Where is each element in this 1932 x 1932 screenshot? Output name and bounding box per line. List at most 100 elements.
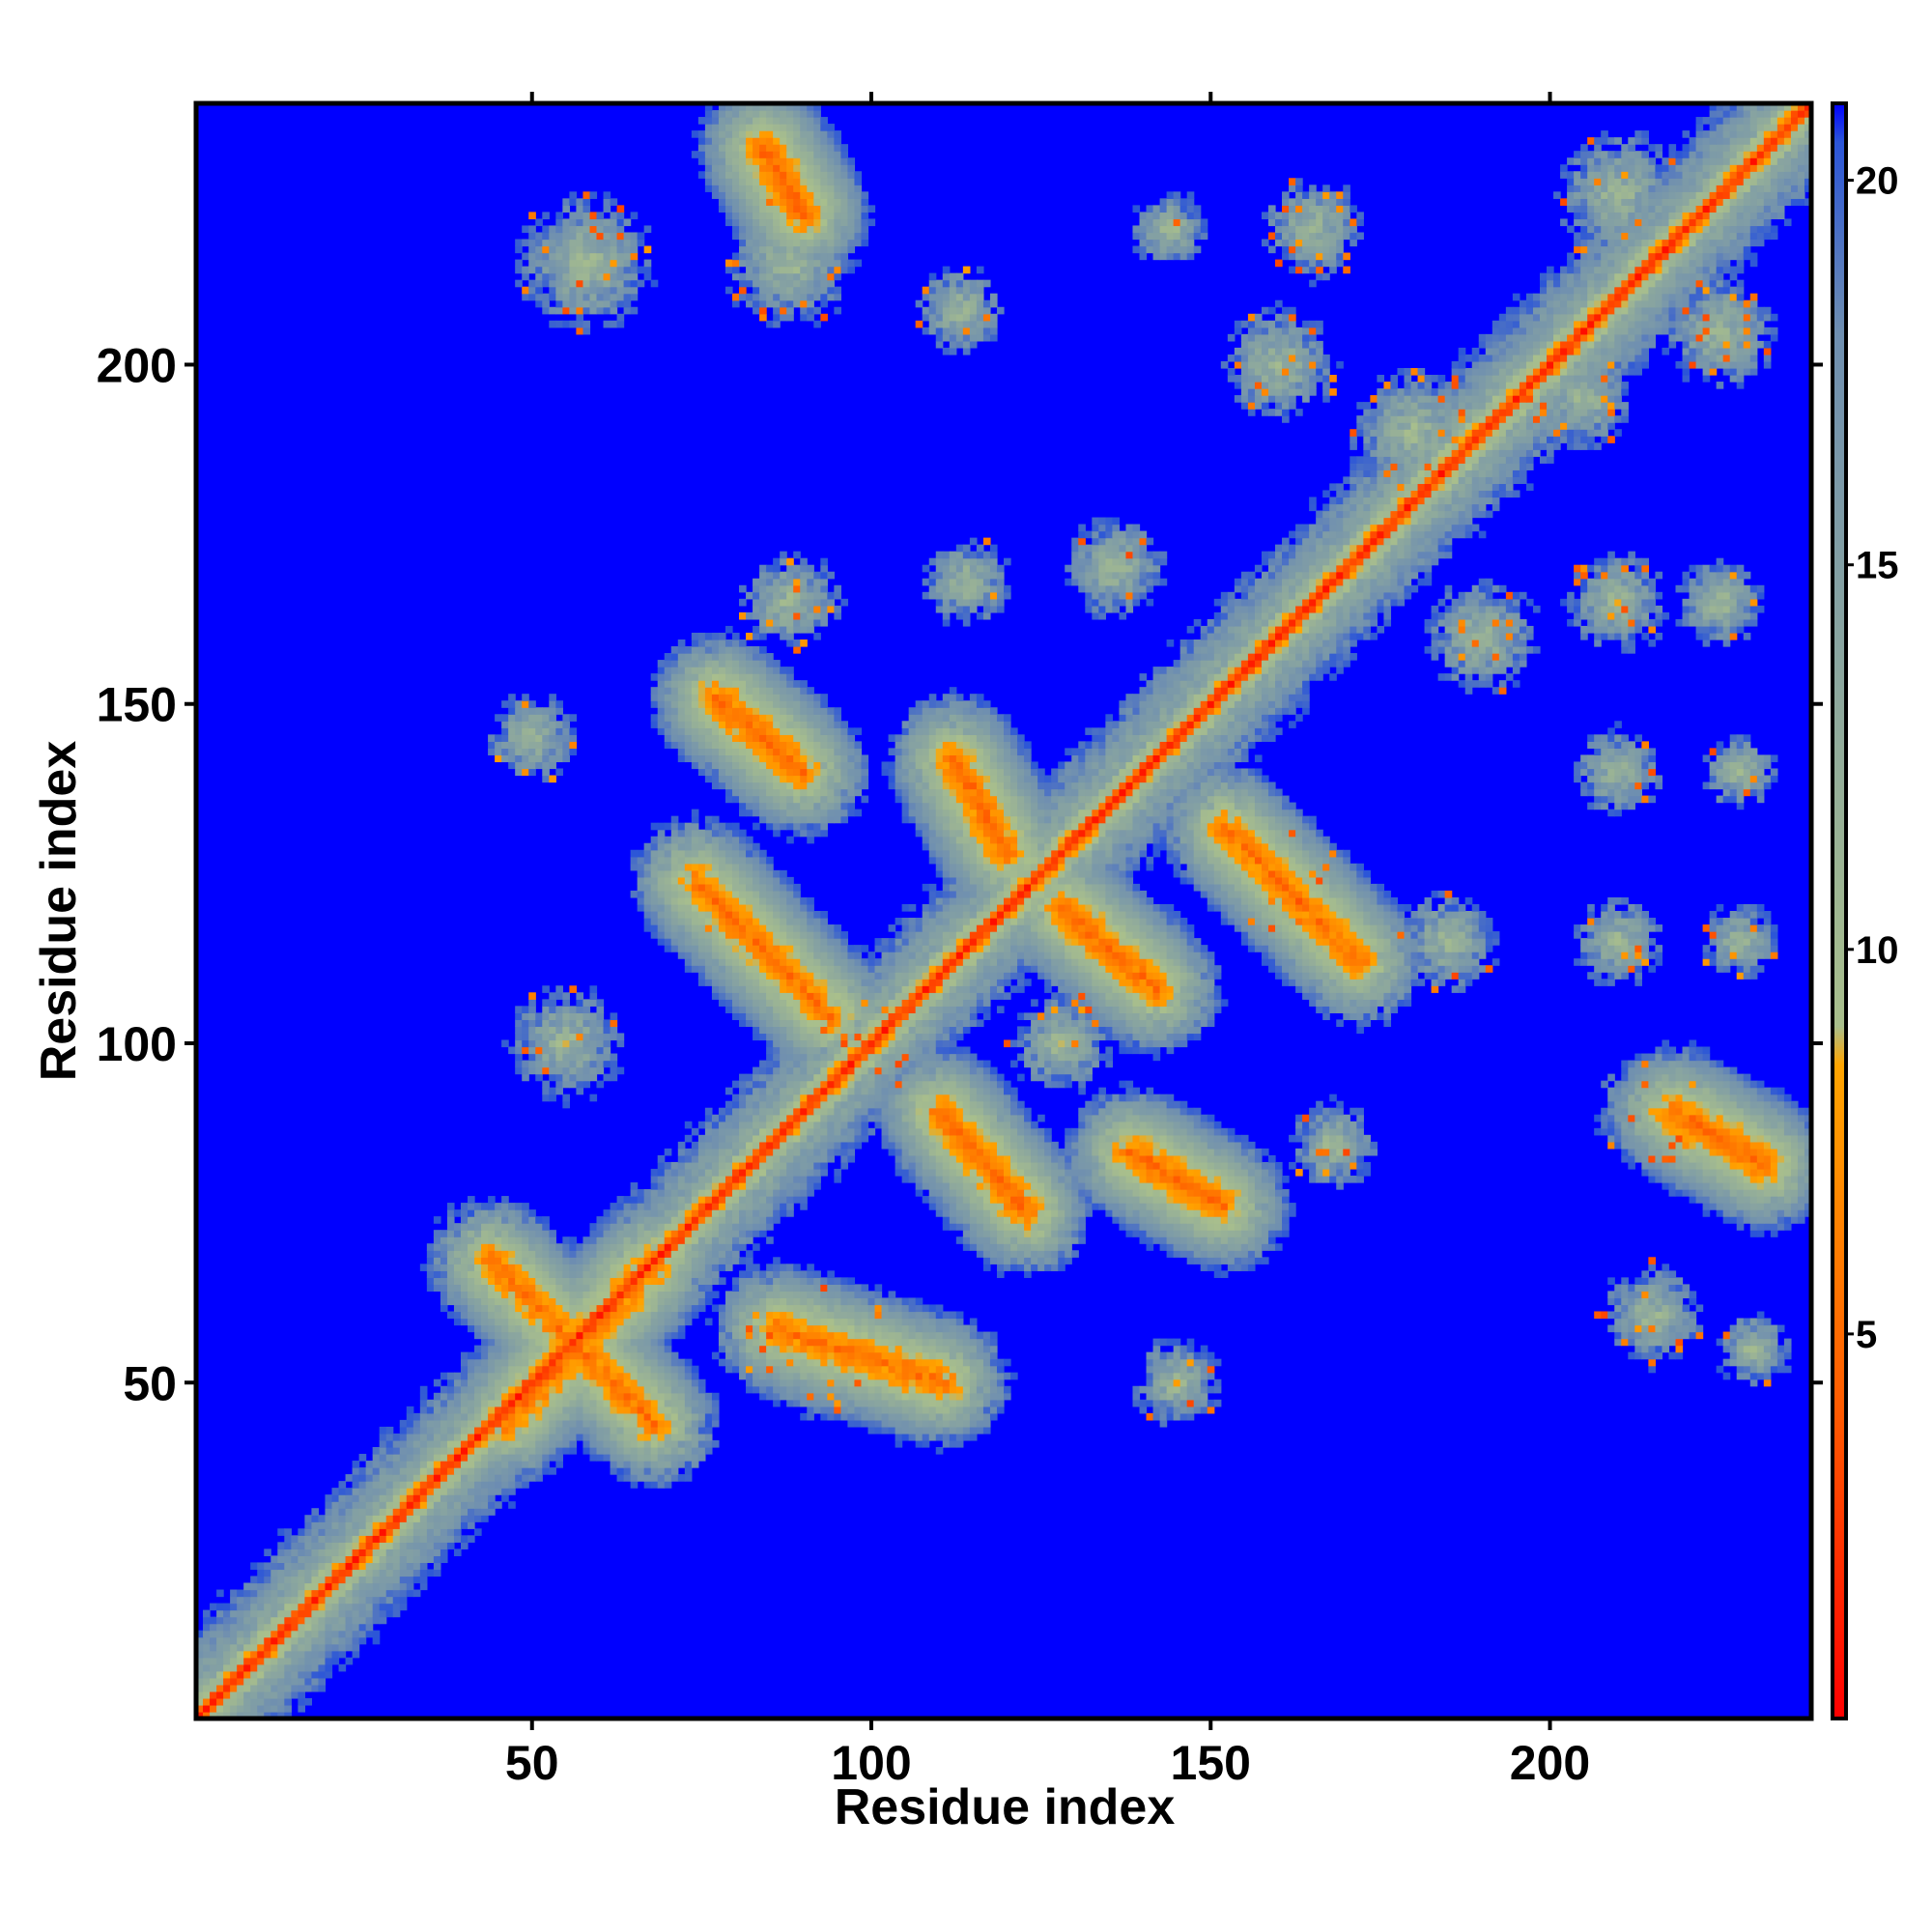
- heatmap-cell: [1179, 1358, 1188, 1367]
- heatmap-cell: [800, 1318, 808, 1326]
- heatmap-cell: [1756, 1209, 1765, 1217]
- heatmap-cell: [392, 1555, 401, 1564]
- heatmap-cell: [1017, 1148, 1025, 1156]
- heatmap-cell: [854, 1358, 863, 1367]
- heatmap-cell: [623, 1439, 632, 1448]
- heatmap-cell: [854, 1385, 863, 1394]
- heatmap-cell: [501, 1467, 509, 1475]
- heatmap-cell: [786, 1154, 794, 1163]
- heatmap-cell: [365, 1515, 374, 1522]
- heatmap-cell: [996, 1203, 1005, 1210]
- heatmap-cell: [711, 1161, 720, 1170]
- heatmap-cell: [610, 1277, 618, 1285]
- heatmap-cell: [982, 1372, 991, 1380]
- heatmap-cell: [311, 1630, 320, 1638]
- heatmap-cell: [270, 1582, 278, 1591]
- heatmap-cell: [474, 1365, 482, 1374]
- heatmap-cell: [643, 1454, 652, 1462]
- heatmap-cell: [834, 1277, 841, 1285]
- heatmap-cell: [358, 1535, 367, 1543]
- heatmap-cell: [901, 1419, 910, 1428]
- heatmap-cell: [657, 1474, 666, 1482]
- heatmap-cell: [1200, 1189, 1208, 1197]
- heatmap-cell: [318, 1548, 327, 1556]
- heatmap-cell: [1037, 1257, 1045, 1264]
- heatmap-cell: [426, 1461, 435, 1468]
- heatmap-cell: [508, 1345, 516, 1353]
- heatmap-cell: [1152, 1203, 1161, 1210]
- heatmap-cell: [542, 1433, 550, 1441]
- heatmap-cell: [684, 1406, 693, 1414]
- heatmap-cell: [610, 1338, 618, 1347]
- heatmap-cell: [1641, 1324, 1649, 1333]
- heatmap-cell: [1159, 1351, 1168, 1360]
- heatmap-cell: [861, 1419, 869, 1428]
- heatmap-cell: [623, 1291, 632, 1299]
- heatmap-cell: [813, 1297, 821, 1306]
- heatmap-cell: [250, 1589, 258, 1598]
- heatmap-cell: [1207, 1358, 1215, 1367]
- heatmap-cell: [406, 1589, 414, 1598]
- heatmap-cell: [1200, 1161, 1208, 1170]
- heatmap-cell: [1152, 1358, 1161, 1367]
- heatmap-cell: [515, 1474, 523, 1482]
- heatmap-cell: [704, 1318, 713, 1326]
- heatmap-cell: [562, 1372, 570, 1380]
- heatmap-cell: [352, 1576, 360, 1584]
- heatmap-cell: [610, 1446, 618, 1455]
- heatmap-cell: [345, 1616, 354, 1625]
- heatmap-cell: [508, 1277, 516, 1285]
- heatmap-cell: [549, 1264, 556, 1271]
- heatmap-cell: [508, 1365, 516, 1374]
- heatmap-cell: [230, 1657, 238, 1665]
- heatmap-cell: [1240, 1250, 1249, 1258]
- heatmap-cell: [1668, 1182, 1677, 1190]
- heatmap-cell: [989, 1372, 998, 1380]
- heatmap-cell: [1058, 1216, 1065, 1224]
- heatmap-cell: [677, 1426, 686, 1435]
- heatmap-cell: [630, 1454, 639, 1462]
- heatmap-cell: [1675, 1154, 1684, 1163]
- heatmap-cell: [861, 1331, 869, 1340]
- heatmap-cell: [949, 1426, 957, 1435]
- heatmap-cell: [969, 1216, 978, 1224]
- heatmap-cell: [753, 1182, 760, 1190]
- heatmap-cell: [759, 1196, 767, 1204]
- heatmap-cell: [739, 1209, 747, 1217]
- heatmap-cell: [298, 1616, 306, 1625]
- heatmap-cell: [555, 1277, 563, 1285]
- heatmap-cell: [196, 1630, 204, 1638]
- heatmap-cell: [216, 1636, 224, 1645]
- heatmap-cell: [1071, 1154, 1079, 1163]
- heatmap-cell: [1634, 1277, 1642, 1285]
- heatmap-cell: [1675, 1304, 1684, 1313]
- heatmap-cell: [935, 1378, 944, 1387]
- heatmap-cell: [942, 1175, 951, 1183]
- heatmap-cell: [1004, 1161, 1011, 1170]
- heatmap-cell: [522, 1291, 529, 1299]
- heatmap-cell: [922, 1378, 930, 1387]
- heatmap-cell: [1051, 1161, 1059, 1170]
- heatmap-cell: [522, 1318, 529, 1326]
- heatmap-cell: [718, 1182, 726, 1190]
- heatmap-cell: [1254, 1154, 1263, 1163]
- heatmap-cell: [298, 1535, 306, 1543]
- heatmap-cell: [888, 1365, 896, 1374]
- heatmap-cell: [468, 1535, 475, 1543]
- heatmap-cell: [1716, 1182, 1724, 1190]
- heatmap-cell: [406, 1454, 414, 1462]
- heatmap-cell: [460, 1454, 469, 1462]
- heatmap-cell: [216, 1670, 224, 1679]
- heatmap-cell: [555, 1284, 563, 1293]
- heatmap-cell: [1783, 1351, 1792, 1360]
- heatmap-cell: [1234, 1154, 1242, 1163]
- heatmap-cell: [1254, 1243, 1263, 1251]
- heatmap-cell: [515, 1358, 523, 1367]
- heatmap-cell: [1763, 1196, 1772, 1204]
- heatmap-cell: [1159, 1148, 1168, 1156]
- heatmap-cell: [982, 1331, 991, 1340]
- heatmap-cell: [1790, 1196, 1799, 1204]
- heatmap-cell: [474, 1243, 482, 1251]
- heatmap-cell: [949, 1209, 957, 1217]
- heatmap-cell: [867, 1311, 876, 1320]
